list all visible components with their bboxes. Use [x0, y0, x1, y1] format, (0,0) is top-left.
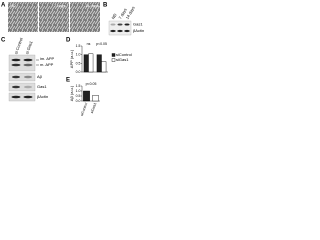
band	[23, 58, 33, 62]
row-label: Aβ	[37, 74, 43, 79]
band	[117, 23, 123, 26]
band	[24, 85, 32, 89]
annotation: p<0.05	[96, 42, 107, 46]
blot	[8, 82, 36, 92]
y-tick-label: 0.0	[76, 70, 81, 74]
blot	[108, 20, 132, 36]
band	[11, 95, 21, 99]
y-axis-label: APP (a.u.)	[69, 49, 74, 68]
figure: A ND 7 days 14 days B ND 7 days 14 days …	[1, 2, 144, 116]
bar	[83, 90, 90, 102]
y-tick-label: 1.5	[76, 84, 81, 88]
lane-label: ND	[110, 12, 117, 20]
legend-swatch	[111, 58, 116, 62]
panel-label: B	[103, 3, 108, 9]
y-tick-label: 1.0	[76, 53, 81, 57]
row-label: m. APP	[40, 62, 54, 67]
row-label: βActin	[133, 28, 144, 33]
legend-label: siGas1	[116, 57, 129, 62]
band	[12, 85, 20, 89]
lane-label: si Control	[13, 37, 24, 55]
band	[11, 63, 21, 67]
row-label: im. APP	[40, 56, 55, 61]
image-label: 7 days	[54, 3, 66, 8]
band	[124, 23, 130, 26]
bar	[96, 54, 102, 73]
row-label: Gas1	[37, 84, 47, 89]
blot	[8, 72, 36, 82]
panel-label: A	[1, 3, 6, 9]
y-tick-label: 0.5	[76, 94, 81, 98]
bar	[92, 95, 99, 102]
y-axis-label: Aβ (a.u.)	[69, 85, 74, 101]
micrograph	[70, 2, 100, 32]
y-tick-label: 1.5	[76, 44, 81, 48]
panel-label: C	[1, 38, 6, 44]
arrow	[36, 59, 39, 66]
band	[117, 29, 123, 33]
bar	[83, 54, 89, 73]
blot	[8, 92, 36, 102]
band	[11, 58, 21, 62]
y-tick-label: 1.0	[76, 89, 81, 93]
band	[24, 75, 32, 79]
annotation: ns	[87, 42, 91, 46]
panel-label: D	[66, 38, 71, 44]
row-label: βActin	[37, 94, 48, 99]
panel-label: E	[66, 78, 70, 84]
band	[110, 23, 116, 26]
lane-label: 14 days	[124, 5, 135, 20]
lane-label: si Gas1	[24, 40, 34, 55]
image-label: 14 days	[85, 3, 99, 8]
row-label: Gas1	[133, 22, 143, 27]
micrograph	[8, 2, 38, 32]
band	[12, 75, 20, 79]
bar	[88, 53, 94, 73]
annotation: p<0.05	[86, 82, 97, 86]
band	[23, 63, 33, 67]
legend-label: siControl	[116, 52, 132, 57]
micrograph	[39, 2, 69, 32]
blot	[8, 54, 36, 72]
y-tick-label: 0.0	[76, 99, 81, 103]
lane-label: 7 days	[117, 7, 127, 20]
legend-swatch	[111, 53, 116, 57]
x-tick-label: siControl	[80, 102, 89, 116]
x-tick-label: siGas1	[90, 102, 98, 114]
y-tick-label: 0.5	[76, 61, 81, 65]
band	[124, 29, 130, 33]
band	[23, 95, 33, 99]
image-label: ND	[10, 3, 16, 8]
band	[110, 29, 116, 33]
bar	[101, 61, 107, 73]
